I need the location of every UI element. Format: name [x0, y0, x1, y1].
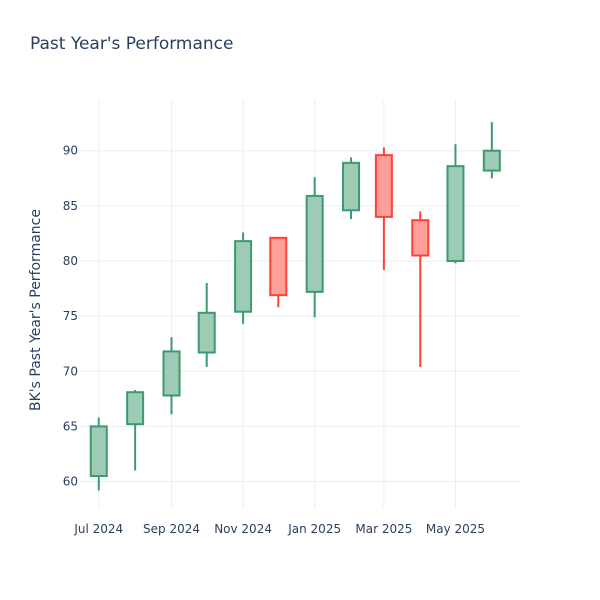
y-tick-label: 80	[63, 254, 78, 268]
chart-title: Past Year's Performance	[30, 34, 234, 54]
candle-body	[482, 149, 501, 172]
x-tick-label: Mar 2025	[355, 522, 412, 536]
candle-body	[269, 236, 288, 297]
y-axis-title: BK's Past Year's Performance	[28, 209, 44, 411]
candle-body	[234, 240, 253, 313]
y-axis-ticks: 60 65 70 75 80 85 90	[63, 144, 78, 489]
y-tick-label: 60	[63, 475, 78, 489]
candle-decreasing	[411, 211, 430, 367]
candle-body	[197, 311, 216, 354]
candle-decreasing	[269, 236, 288, 308]
candle-body	[126, 391, 145, 426]
candle-body	[89, 425, 108, 478]
y-tick-label: 65	[63, 419, 78, 433]
y-tick-label: 85	[63, 199, 78, 213]
candle-increasing	[234, 232, 253, 324]
candle-body	[162, 350, 181, 397]
candles	[89, 122, 501, 491]
x-tick-label: Nov 2024	[214, 522, 272, 536]
y-tick-label: 90	[63, 144, 78, 158]
candle-increasing	[305, 177, 324, 318]
x-axis-ticks: Jul 2024 Sep 2024 Nov 2024 Jan 2025 Mar 2025…	[73, 522, 485, 536]
x-tick-label: May 2025	[426, 522, 485, 536]
candle-body	[305, 194, 324, 293]
candle-decreasing	[374, 147, 393, 270]
candle-increasing	[342, 157, 361, 220]
grid-lines	[80, 100, 520, 508]
candle-increasing	[446, 144, 465, 264]
candle-increasing	[197, 283, 216, 367]
candle-body	[411, 219, 430, 257]
candle-increasing	[89, 417, 108, 491]
candle-body	[342, 161, 361, 212]
y-tick-label: 70	[63, 364, 78, 378]
y-tick-label: 75	[63, 309, 78, 323]
candle-body	[446, 165, 465, 262]
candle-body	[374, 154, 393, 218]
x-tick-label: Jan 2025	[287, 522, 341, 536]
x-tick-label: Jul 2024	[73, 522, 123, 536]
candle-increasing	[126, 390, 145, 471]
candle-increasing	[482, 122, 501, 179]
candle-increasing	[162, 337, 181, 415]
x-tick-label: Sep 2024	[143, 522, 200, 536]
